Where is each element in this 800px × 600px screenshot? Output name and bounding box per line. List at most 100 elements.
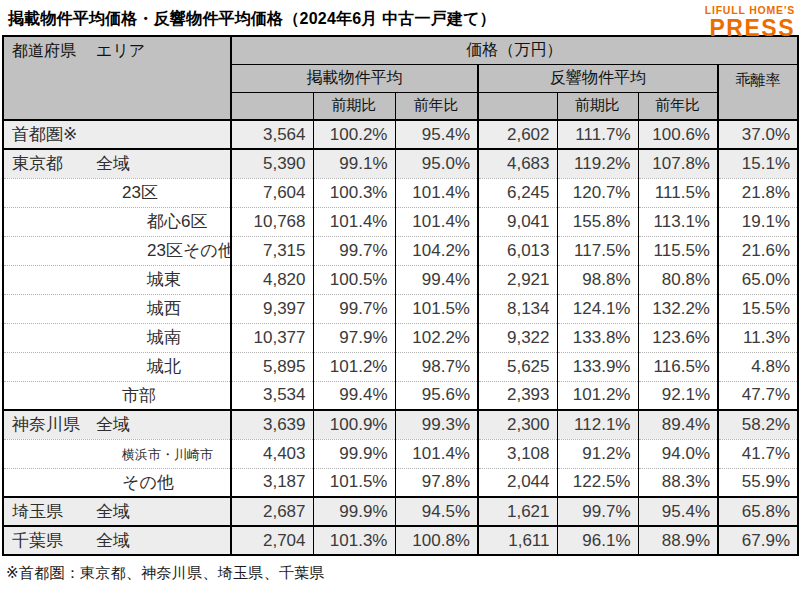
value-cell: 112.1% bbox=[557, 410, 638, 439]
value-cell: 65.8% bbox=[718, 497, 798, 526]
listed-prev-year-header: 前年比 bbox=[395, 92, 478, 120]
listed-value-subheader bbox=[231, 92, 313, 120]
value-cell: 5,895 bbox=[231, 352, 313, 381]
value-cell: 96.1% bbox=[557, 526, 638, 555]
value-cell: 99.7% bbox=[313, 294, 395, 323]
table-row: 埼玉県全域2,68799.9%94.5%1,62199.7%95.4%65.8% bbox=[3, 497, 798, 526]
response-value-subheader bbox=[478, 92, 557, 120]
listed-average-header: 掲載物件平均 bbox=[231, 64, 478, 92]
prefecture-label: 千葉県 bbox=[12, 529, 96, 552]
area-label: 城西 bbox=[147, 299, 181, 318]
row-label: 城北 bbox=[3, 352, 231, 381]
table-body: 首都圏※3,564100.2%95.4%2,602111.7%100.6%37.… bbox=[3, 120, 798, 555]
prefecture-column-header: 都道府県 bbox=[12, 41, 96, 62]
value-cell: 120.7% bbox=[557, 178, 638, 207]
row-label: 首都圏※ bbox=[3, 120, 231, 149]
value-cell: 97.8% bbox=[395, 468, 478, 497]
table-row: 神奈川県全域3,639100.9%99.3%2,300112.1%89.4%58… bbox=[3, 410, 798, 439]
value-cell: 99.3% bbox=[395, 410, 478, 439]
value-cell: 94.0% bbox=[638, 439, 718, 468]
value-cell: 67.9% bbox=[718, 526, 798, 555]
table-header: 都道府県エリア 価格（万円） 掲載物件平均 反響物件平均 乖離率 前期比 前年比… bbox=[3, 36, 798, 120]
value-cell: 107.8% bbox=[638, 149, 718, 178]
response-average-header: 反響物件平均 bbox=[478, 64, 718, 92]
value-cell: 19.1% bbox=[718, 207, 798, 236]
value-cell: 15.5% bbox=[718, 294, 798, 323]
table-row: 千葉県全域2,704101.3%100.8%1,61196.1%88.9%67.… bbox=[3, 526, 798, 555]
value-cell: 95.6% bbox=[395, 381, 478, 410]
row-label: 埼玉県全域 bbox=[3, 497, 231, 526]
table-row: 城東4,820100.5%99.4%2,92198.8%80.8%65.0% bbox=[3, 265, 798, 294]
area-label: 城東 bbox=[147, 270, 181, 289]
table-row: 23区その他7,31599.7%104.2%6,013117.5%115.5%2… bbox=[3, 236, 798, 265]
value-cell: 123.6% bbox=[638, 323, 718, 352]
value-cell: 116.5% bbox=[638, 352, 718, 381]
value-cell: 98.7% bbox=[395, 352, 478, 381]
prefecture-label: 埼玉県 bbox=[12, 500, 96, 523]
table-row: 横浜市・川崎市4,40399.9%101.4%3,10891.2%94.0%41… bbox=[3, 439, 798, 468]
value-cell: 5,625 bbox=[478, 352, 557, 381]
area-label: 全域 bbox=[96, 415, 130, 434]
table-row: 東京都全域5,39099.1%95.0%4,683119.2%107.8%15.… bbox=[3, 149, 798, 178]
value-cell: 8,134 bbox=[478, 294, 557, 323]
area-label: 全域 bbox=[96, 531, 130, 550]
value-cell: 88.9% bbox=[638, 526, 718, 555]
prefecture-label: 首都圏※ bbox=[12, 123, 96, 146]
value-cell: 124.1% bbox=[557, 294, 638, 323]
value-cell: 99.4% bbox=[395, 265, 478, 294]
value-cell: 11.3% bbox=[718, 323, 798, 352]
value-cell: 100.5% bbox=[313, 265, 395, 294]
value-cell: 101.2% bbox=[557, 381, 638, 410]
value-cell: 10,768 bbox=[231, 207, 313, 236]
value-cell: 132.2% bbox=[638, 294, 718, 323]
value-cell: 9,322 bbox=[478, 323, 557, 352]
value-cell: 101.3% bbox=[313, 526, 395, 555]
value-cell: 55.9% bbox=[718, 468, 798, 497]
value-cell: 9,397 bbox=[231, 294, 313, 323]
page-title: 掲載物件平均価格・反響物件平均価格（2024年6月 中古一戸建て） bbox=[8, 5, 496, 30]
row-label: 城東 bbox=[3, 265, 231, 294]
value-cell: 2,044 bbox=[478, 468, 557, 497]
area-label: 横浜市・川崎市 bbox=[122, 447, 213, 462]
value-cell: 119.2% bbox=[557, 149, 638, 178]
value-cell: 58.2% bbox=[718, 410, 798, 439]
table-row: 市部3,53499.4%95.6%2,393101.2%92.1%47.7% bbox=[3, 381, 798, 410]
row-label: 23区その他 bbox=[3, 236, 231, 265]
value-cell: 2,602 bbox=[478, 120, 557, 149]
title-bar: 掲載物件平均価格・反響物件平均価格（2024年6月 中古一戸建て） LIFULL… bbox=[0, 0, 800, 35]
row-label: 都心6区 bbox=[3, 207, 231, 236]
value-cell: 89.4% bbox=[638, 410, 718, 439]
value-cell: 21.8% bbox=[718, 178, 798, 207]
value-cell: 155.8% bbox=[557, 207, 638, 236]
row-label: 東京都全域 bbox=[3, 149, 231, 178]
value-cell: 100.2% bbox=[313, 120, 395, 149]
value-cell: 101.5% bbox=[313, 468, 395, 497]
value-cell: 115.5% bbox=[638, 236, 718, 265]
value-cell: 101.4% bbox=[395, 178, 478, 207]
prefecture-label: 神奈川県 bbox=[12, 413, 96, 436]
area-column-header: エリア bbox=[96, 42, 145, 59]
value-cell: 3,564 bbox=[231, 120, 313, 149]
value-cell: 113.1% bbox=[638, 207, 718, 236]
value-cell: 100.3% bbox=[313, 178, 395, 207]
value-cell: 3,639 bbox=[231, 410, 313, 439]
value-cell: 2,300 bbox=[478, 410, 557, 439]
value-cell: 99.4% bbox=[313, 381, 395, 410]
logo-line-lifull-homes: LIFULL HOME'S bbox=[705, 5, 795, 16]
value-cell: 101.4% bbox=[395, 439, 478, 468]
area-label: 23区 bbox=[122, 183, 158, 202]
divergence-rate-header: 乖離率 bbox=[718, 64, 798, 120]
table-row: 23区7,604100.3%101.4%6,245120.7%111.5%21.… bbox=[3, 178, 798, 207]
value-cell: 99.7% bbox=[313, 236, 395, 265]
value-cell: 2,704 bbox=[231, 526, 313, 555]
value-cell: 2,687 bbox=[231, 497, 313, 526]
value-cell: 6,013 bbox=[478, 236, 557, 265]
value-cell: 4,820 bbox=[231, 265, 313, 294]
value-cell: 3,108 bbox=[478, 439, 557, 468]
value-cell: 3,187 bbox=[231, 468, 313, 497]
value-cell: 94.5% bbox=[395, 497, 478, 526]
value-cell: 2,921 bbox=[478, 265, 557, 294]
prefecture-label: 東京都 bbox=[12, 152, 96, 175]
response-prev-year-header: 前年比 bbox=[638, 92, 718, 120]
value-cell: 99.9% bbox=[313, 439, 395, 468]
